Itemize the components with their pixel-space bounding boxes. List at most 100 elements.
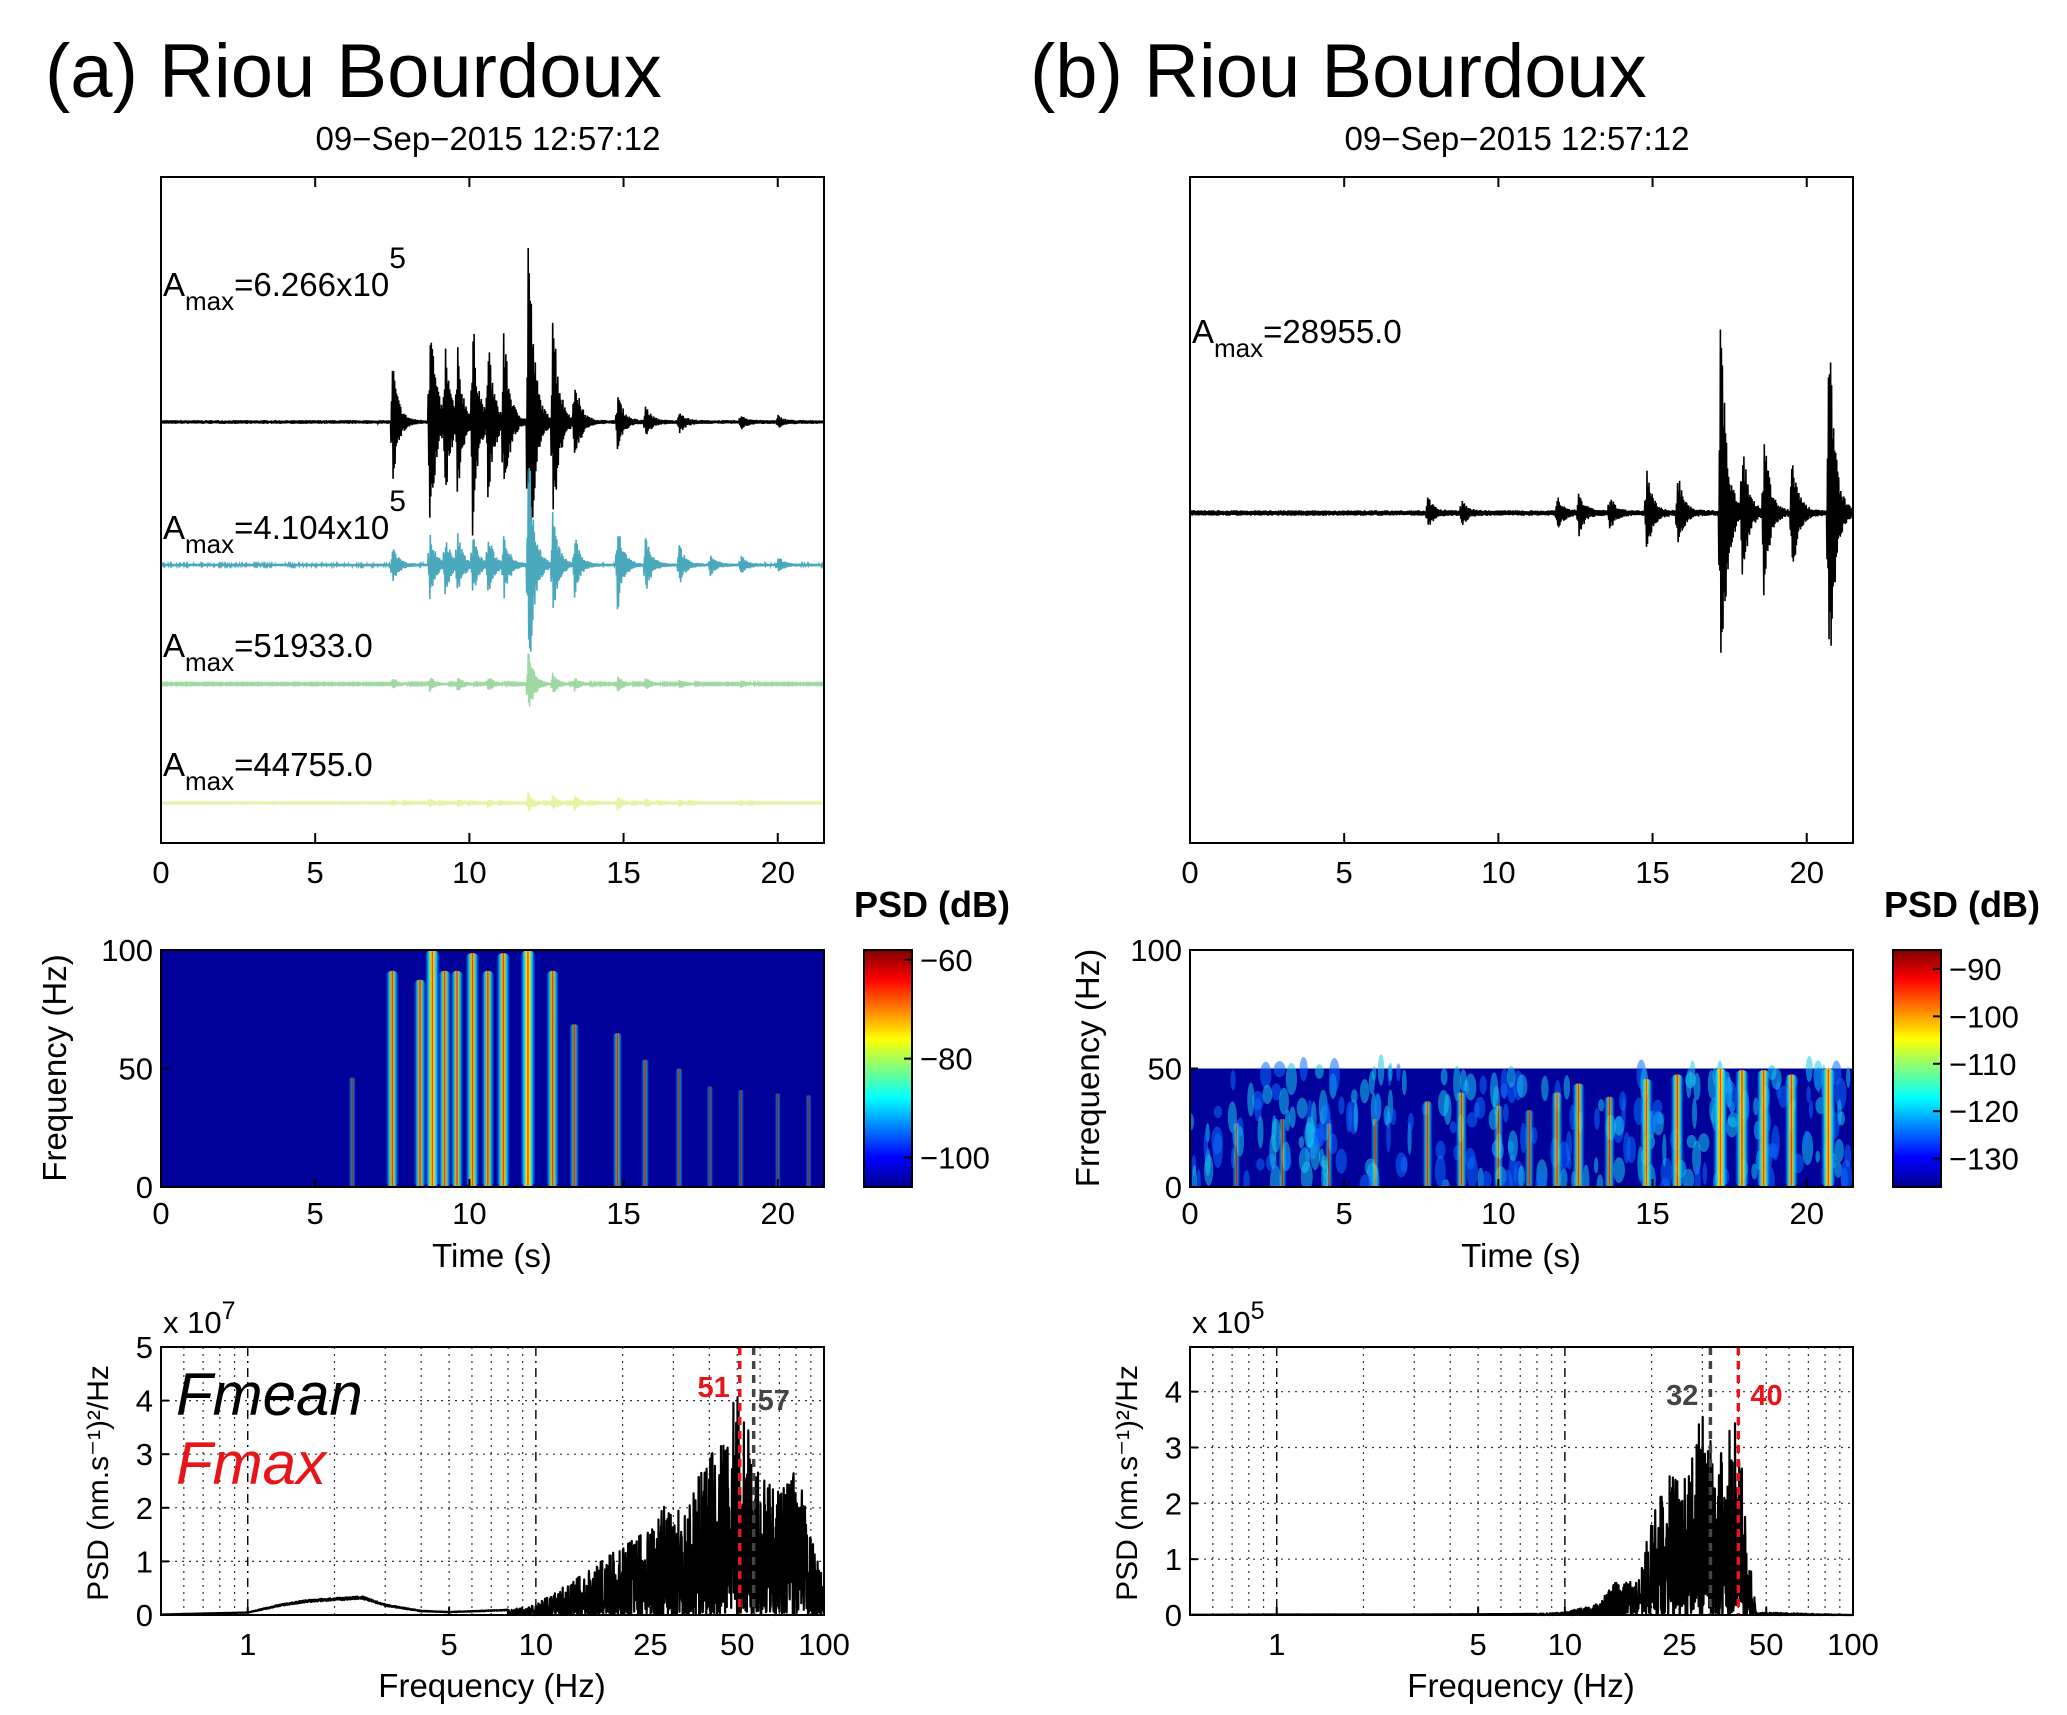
- spectrogram-noise: [1698, 1133, 1710, 1152]
- panel-date: 09−Sep−2015 12:57:12: [315, 120, 660, 157]
- waveform-axes: Amax=28955.0 0 5 10 15 20: [1181, 176, 1854, 890]
- y-tick-label: 100: [1130, 933, 1182, 968]
- spectrogram-noise: [1313, 1127, 1323, 1148]
- y-tick-label: 0: [1165, 1170, 1182, 1205]
- spectrum-line: [1189, 1415, 1854, 1617]
- spectrogram-noise: [1271, 1114, 1277, 1140]
- y-axis-label: PSD (nm.s⁻¹)²/Hz: [82, 1365, 115, 1601]
- x-tick-label: 15: [606, 1196, 640, 1231]
- spectrogram-event: [805, 1095, 812, 1187]
- y-tick-label: 1: [1165, 1542, 1182, 1577]
- spectrogram-noise: [1481, 1171, 1492, 1187]
- spectrogram-event: [1455, 1092, 1468, 1187]
- spectrogram-event: [348, 1077, 356, 1187]
- spectrogram-noise: [1213, 1105, 1223, 1119]
- spectrogram-axes: 0 5 10 15 20 0 50 100 Time (s) Frrequency (Hz)…: [1069, 884, 2040, 1274]
- waveform-frame: [1189, 176, 1854, 844]
- colorbar-tick-label: −120: [1949, 1094, 2019, 1129]
- x-tick-label: 15: [1635, 1196, 1669, 1231]
- spectrogram-noise: [1596, 1174, 1604, 1187]
- colorbar-title: PSD (dB): [1884, 884, 2040, 925]
- spectrum-axes: 1 5 10 25 50 100 0 1 2 3 4 x 105 Frequency (Hz) P…: [1111, 1297, 1879, 1704]
- spectrogram-noise: [1262, 1084, 1273, 1104]
- x-tick-label: 10: [1481, 855, 1515, 890]
- spectrogram-event: [1820, 1068, 1837, 1187]
- spectrogram-noise: [1565, 1131, 1573, 1161]
- axis-multiplier: x 107: [163, 1297, 236, 1340]
- spectrogram-noise: [1500, 1068, 1508, 1100]
- spectrogram-event: [1670, 1074, 1685, 1187]
- spectrogram-event: [1603, 1096, 1616, 1187]
- frequency-markers: [737, 1347, 756, 1615]
- colorbar-tick-label: −130: [1949, 1142, 2019, 1177]
- spectrogram-noise: [1247, 1082, 1255, 1117]
- spectrogram-noise: [1196, 1168, 1201, 1187]
- spectrogram-noise: [1191, 1165, 1197, 1187]
- spectrogram-event: [465, 952, 480, 1187]
- spectrogram-noise: [1383, 1105, 1390, 1126]
- spectrogram-noise: [1269, 1134, 1277, 1169]
- y-tick-label: 3: [1165, 1431, 1182, 1466]
- spectrogram-noise: [1251, 1090, 1264, 1111]
- x-axis-label: Time (s): [1461, 1237, 1581, 1274]
- spectrogram-noise: [1400, 1156, 1408, 1173]
- x-axis-label: Frequency (Hz): [378, 1667, 605, 1704]
- spectrogram-event: [1550, 1092, 1563, 1187]
- spectrogram-noise: [1449, 1121, 1457, 1134]
- spectrogram-noise: [1338, 1096, 1345, 1115]
- fmean-label: 57: [758, 1385, 790, 1417]
- x-axis-label: Time (s): [432, 1237, 552, 1274]
- x-tick-label: 100: [798, 1627, 850, 1662]
- fmax-label: 40: [1750, 1380, 1782, 1412]
- y-ticks: 0 1 2 3 4: [1165, 1375, 1198, 1633]
- spectrogram-noise: [1372, 1066, 1377, 1081]
- spectrogram-event: [424, 950, 441, 1187]
- spectrum-curve: [160, 1396, 826, 1617]
- spectrogram-noise: [1846, 1066, 1851, 1088]
- spectrogram-noise: [1660, 1157, 1673, 1187]
- spectrogram-noise: [1298, 1147, 1311, 1174]
- x-tick-label: 0: [1181, 855, 1198, 890]
- spectrogram-event: [612, 1032, 623, 1187]
- amax-label: Amax=4.104x105: [163, 485, 406, 559]
- spectrogram-noise: [1621, 1097, 1626, 1129]
- spectrogram-noise: [1834, 1077, 1847, 1110]
- spectrogram-noise: [1212, 1132, 1223, 1168]
- spectrogram-noise: [1516, 1074, 1528, 1098]
- spectrogram-noise: [1834, 1161, 1843, 1178]
- spectrogram-noise: [1298, 1136, 1305, 1149]
- y-tick-label: 5: [136, 1330, 153, 1365]
- waveform-trace: [160, 468, 825, 652]
- waveform-trace: [1189, 329, 1854, 653]
- spectrogram-noise: [1689, 1060, 1696, 1087]
- spectrogram-event: [545, 970, 560, 1187]
- y-axis-label: Frrequency (Hz): [1069, 949, 1106, 1187]
- y-tick-label: 0: [1165, 1598, 1182, 1633]
- y-tick-label: 50: [1148, 1052, 1182, 1087]
- y-ticks: 0 1 2 3 4 5: [136, 1330, 169, 1633]
- spectrogram-noise: [1702, 1162, 1708, 1186]
- spectrogram-event: [706, 1086, 714, 1187]
- x-tick-label: 25: [633, 1627, 667, 1662]
- spectrogram-noise: [1401, 1069, 1407, 1096]
- spectrogram-noise: [1377, 1054, 1385, 1086]
- spectrogram-noise: [1285, 1063, 1298, 1096]
- x-tick-label: 5: [1336, 1196, 1353, 1231]
- waveform-trace: [160, 652, 825, 707]
- y-tick-label: 2: [1165, 1486, 1182, 1521]
- spectrogram-noise: [1815, 1067, 1821, 1094]
- spectrogram-event: [1278, 1118, 1288, 1187]
- spectrogram-noise: [1296, 1097, 1308, 1119]
- spectrogram-noise: [1204, 1154, 1214, 1186]
- spectrogram-noise: [1396, 1063, 1401, 1082]
- colorbar-tick-label: −90: [1949, 952, 2002, 987]
- spectrogram-noise: [1535, 1171, 1547, 1187]
- x-tick-label: 5: [441, 1627, 458, 1662]
- spectrogram-noise: [1808, 1100, 1814, 1119]
- spectrogram-noise: [1359, 1079, 1370, 1104]
- spectrogram-event: [437, 970, 452, 1187]
- x-tick-label: 10: [452, 1196, 486, 1231]
